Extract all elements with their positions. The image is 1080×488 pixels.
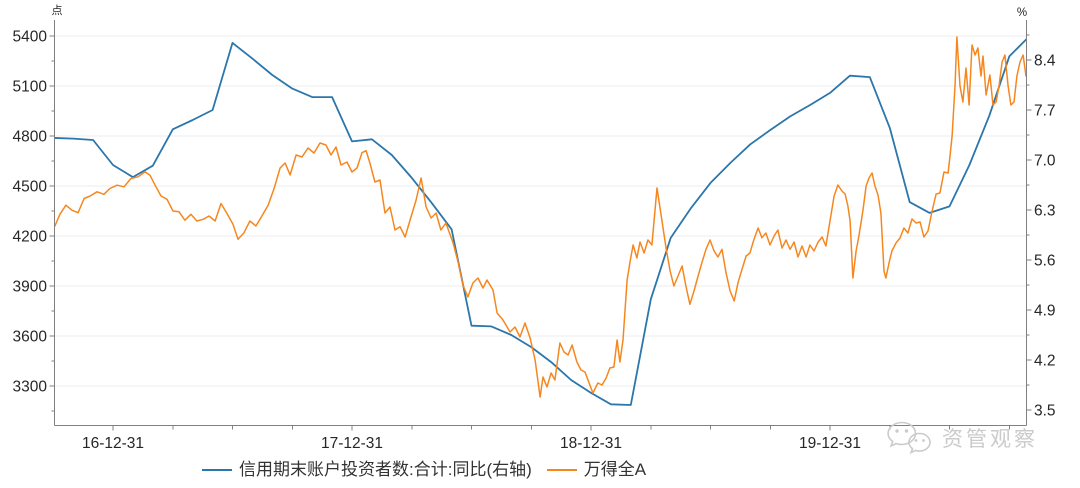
svg-text:5400: 5400 (13, 29, 48, 46)
legend-line-swatch-blue (202, 469, 232, 471)
svg-text:17-12-31: 17-12-31 (321, 435, 383, 452)
svg-text:6.3: 6.3 (1034, 203, 1056, 220)
svg-text:16-12-31: 16-12-31 (82, 435, 144, 452)
svg-text:3.5: 3.5 (1034, 403, 1056, 420)
legend-item-credit-account-yoy: 信用期末账户投资者数:合计:同比(右轴) (202, 459, 532, 481)
svg-text:8.4: 8.4 (1034, 53, 1056, 70)
svg-text:7.7: 7.7 (1034, 103, 1056, 120)
legend: 信用期末账户投资者数:合计:同比(右轴) 万得全A (202, 459, 646, 481)
svg-text:19-12-31: 19-12-31 (799, 435, 861, 452)
svg-text:5100: 5100 (13, 79, 48, 96)
svg-text:4500: 4500 (13, 179, 48, 196)
svg-text:4200: 4200 (13, 229, 48, 246)
svg-text:3300: 3300 (13, 379, 48, 396)
svg-text:4.2: 4.2 (1034, 353, 1056, 370)
svg-text:7.0: 7.0 (1034, 153, 1056, 170)
watermark: 资管观察 (884, 420, 1038, 456)
svg-text:3600: 3600 (13, 329, 48, 346)
svg-text:点: 点 (52, 4, 63, 17)
svg-text:4800: 4800 (13, 129, 48, 146)
svg-text:18-12-31: 18-12-31 (560, 435, 622, 452)
svg-text:5.6: 5.6 (1034, 253, 1056, 270)
svg-text:4.9: 4.9 (1034, 303, 1056, 320)
watermark-text: 资管观察 (942, 428, 1038, 451)
wechat-icon (887, 421, 931, 455)
legend-label-credit-account-yoy: 信用期末账户投资者数:合计:同比(右轴) (239, 460, 532, 479)
legend-line-swatch-orange (546, 469, 577, 471)
svg-text:%: % (1017, 7, 1027, 19)
svg-text:3900: 3900 (13, 279, 48, 296)
legend-label-wind-all-a: 万得全A (583, 460, 647, 479)
legend-item-wind-all-a: 万得全A (546, 459, 647, 481)
